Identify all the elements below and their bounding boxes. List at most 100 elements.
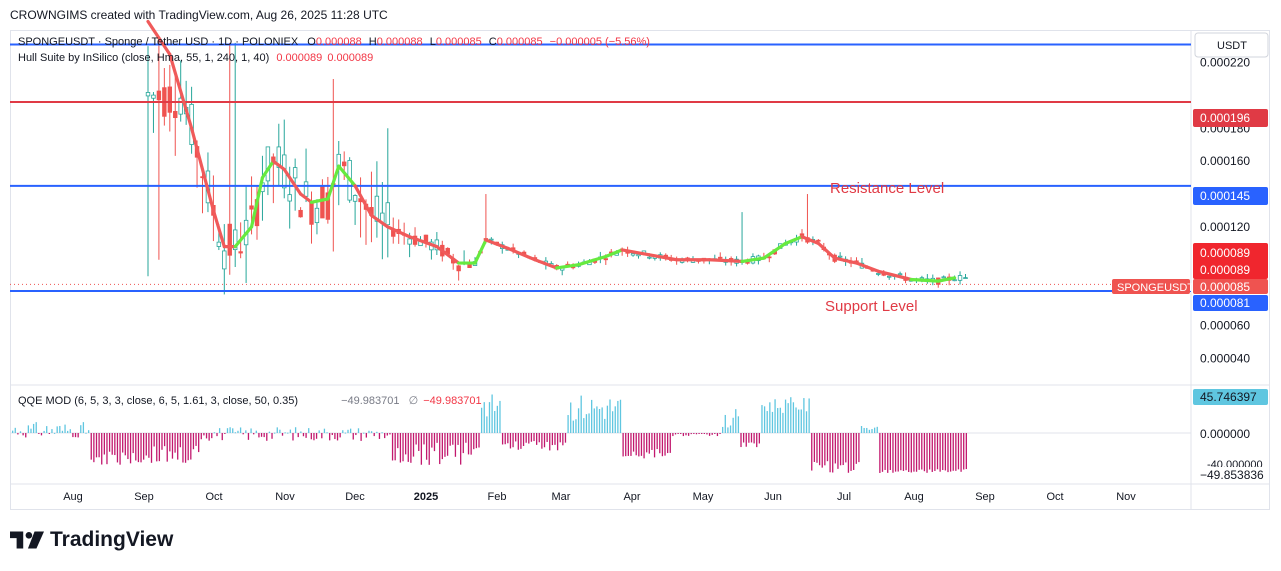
symbol-tag-text: SPONGEUSDT [1117,282,1194,294]
qqe-bar [538,433,540,443]
candle-body [325,192,331,220]
qqe-bar [504,433,506,445]
qqe-bar [111,433,113,455]
qqe-bar [682,433,685,437]
qqe-bar [200,433,202,440]
qqe-bar [957,433,960,470]
qqe-bar [748,433,750,443]
hull-segment [816,241,837,260]
qqe-bar [281,433,284,436]
badge-last-text: 0.000085 [1200,280,1250,294]
badge-hull [1193,243,1268,279]
qqe-bar [936,433,939,470]
qqe-bar [601,407,603,433]
qqe-bar [418,433,420,451]
qqe-bar [611,411,614,433]
qqe-bar [860,426,863,433]
price-tick-label: 0.000220 [1200,56,1250,70]
qqe-bar [300,431,302,433]
qqe-bar [703,433,705,434]
currency-box[interactable] [1194,32,1269,58]
tradingview-logo[interactable]: TradingView [10,528,173,552]
qqe-bar [64,424,66,433]
candle-body [630,253,636,256]
qqe-bar [402,433,404,462]
qqe-bar [326,432,328,434]
time-axis[interactable]: Aug Sep Oct Nov Dec 2025 Feb Mar Apr May Jun Jul Aug… [63,491,1136,503]
qqe-bar [135,433,137,461]
hull-segment [249,176,265,229]
qqe-bar [902,433,905,471]
qqe-bar [955,433,957,471]
qqe-bar [894,433,897,472]
qqe-bar [412,433,415,457]
qqe-layer [10,394,1191,473]
qqe-bar [90,433,92,460]
hull-segment [326,164,341,201]
qqe-bar [674,433,677,435]
candle-body [887,275,892,278]
qqe-bar [95,433,98,458]
qqe-bar [119,433,121,465]
qqe-bar [570,402,572,433]
candle-body [238,251,243,254]
qqe-bar [562,433,564,446]
qqe-empty-icon: ∅ [408,395,419,407]
qqe-bar [805,411,808,433]
candle-body [167,86,172,113]
qqe-top-badge-text: 45.746397 [1200,390,1257,404]
qqe-bar [195,433,197,446]
qqe-bar [910,433,912,473]
qqe-bar [522,433,525,447]
close-value: 0.000085 [496,36,543,48]
qqe-bar [509,433,512,449]
qqe-bar [163,433,166,447]
qqe-bar [742,433,745,443]
qqe-bottom-box [1193,467,1268,482]
indicator-legend[interactable]: Hull Suite by InSilico (close, Hma, 55, … [18,52,373,64]
qqe-bar [122,433,124,453]
qqe-legend[interactable]: QQE MOD (6, 5, 3, 3, close, 6, 5, 1.61, … [18,394,482,407]
qqe-bar [30,428,32,433]
qqe-bar [478,433,480,448]
qqe-bar [813,433,816,462]
qqe-bar [873,427,876,433]
qqe-bar [334,433,336,440]
candle-body [957,275,963,281]
hull-segment [353,184,374,217]
qqe-bar [169,433,171,452]
hull-segment [740,256,766,264]
qqe-bar [905,433,907,471]
qqe-bar [480,407,483,433]
qqe-bar [436,433,438,443]
price-tick-label: 0.000120 [1200,220,1250,234]
qqe-bar [714,433,716,434]
qqe-bar [965,433,967,470]
qqe-bar [530,433,533,442]
qqe-bar [627,433,629,456]
qqe-bar [640,433,643,456]
qqe-bar [596,406,598,433]
qqe-bar [349,428,352,433]
time-tick-label: Oct [1046,491,1063,503]
qqe-bar [737,416,740,433]
qqe-bar [263,433,265,438]
candle-body [352,195,358,202]
qqe-bar [630,433,632,456]
candle-body [222,250,227,270]
qqe-bar [129,433,132,464]
time-tick-label: Jul [837,491,851,503]
open-value: 0.000088 [315,36,362,48]
qqe-bar [643,433,645,459]
qqe-bar [268,431,271,433]
qqe-bar [407,433,409,462]
price-axis[interactable]: 0.0002200.0001800.0001600.0001400.000120… [1200,56,1250,366]
qqe-bar [250,428,252,433]
qqe-bar [942,433,944,471]
candle-body [145,92,151,97]
hull-segment [299,192,314,204]
candle-body [456,265,461,272]
hull-segment [146,19,172,56]
qqe-bar [397,433,399,449]
